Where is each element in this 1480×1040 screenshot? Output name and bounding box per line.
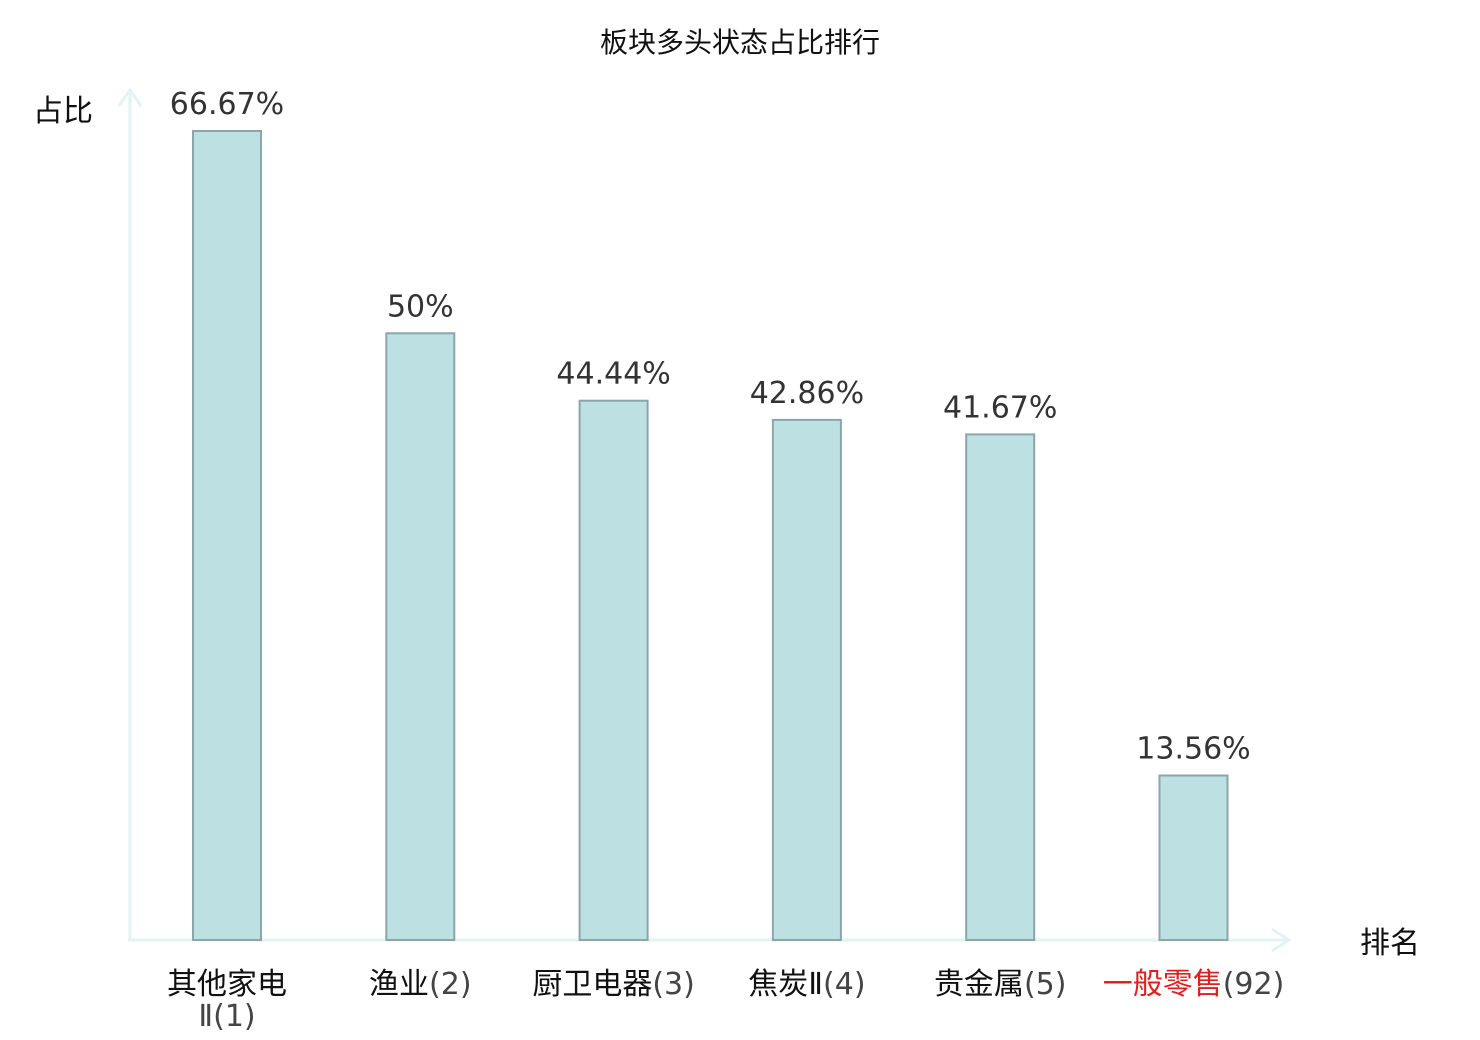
x-tick-labels-group: 其他家电 Ⅱ(1) 渔业(2) 厨卫电器(3) 焦炭Ⅱ(4) 贵金属(5) 一般零售(92)	[167, 967, 1284, 1034]
bar-5	[965, 433, 1036, 941]
value-label-4: 42.86%	[750, 376, 864, 411]
bar-3	[578, 399, 649, 941]
bar-6	[1158, 774, 1229, 941]
bar-2	[385, 332, 456, 941]
axes	[117, 87, 1292, 953]
x-tick-name: 一般零售	[1103, 967, 1223, 1002]
x-tick-label-3: 厨卫电器(3)	[532, 967, 695, 1002]
x-tick-label-1: 其他家电 Ⅱ(1)	[167, 967, 287, 1034]
y-axis-label: 占比	[33, 94, 93, 129]
x-tick-name: 渔业	[369, 967, 429, 1002]
x-tick-rank: (3)	[652, 967, 695, 1002]
bar-4	[771, 418, 842, 941]
x-tick-rank: (1)	[213, 999, 256, 1034]
value-label-1: 66.67%	[170, 87, 284, 122]
x-axis-arrow-icon	[1271, 927, 1292, 953]
x-tick-label-6: 一般零售(92)	[1103, 967, 1285, 1002]
value-labels-group: 66.67% 50% 44.44% 42.86% 41.67% 13.56%	[170, 87, 1251, 767]
x-tick-label-4: 焦炭Ⅱ(4)	[748, 967, 865, 1002]
value-label-2: 50%	[387, 289, 454, 324]
x-tick-rank: (4)	[823, 967, 866, 1002]
x-tick-name-line2: Ⅱ	[198, 999, 213, 1034]
x-tick-label-5: 贵金属(5)	[934, 967, 1066, 1002]
x-tick-name: 厨卫电器	[532, 967, 652, 1002]
x-tick-label-2: 渔业(2)	[369, 967, 472, 1002]
x-tick-rank: (5)	[1024, 967, 1066, 1002]
value-label-6: 13.56%	[1136, 732, 1250, 767]
chart-title: 板块多头状态占比排行	[600, 26, 880, 59]
x-axis-label: 排名	[1360, 926, 1420, 961]
x-tick-rank: (92)	[1223, 967, 1285, 1002]
x-tick-rank: (2)	[429, 967, 472, 1002]
x-tick-name: 贵金属	[934, 967, 1024, 1002]
value-label-5: 41.67%	[943, 390, 1057, 425]
y-axis-arrow-icon	[117, 87, 143, 107]
bar-1	[192, 130, 262, 941]
bars-group	[192, 130, 1229, 941]
value-label-3: 44.44%	[556, 357, 670, 392]
x-tick-name: 其他家电	[167, 967, 287, 1002]
x-tick-name: 焦炭Ⅱ	[748, 967, 823, 1002]
